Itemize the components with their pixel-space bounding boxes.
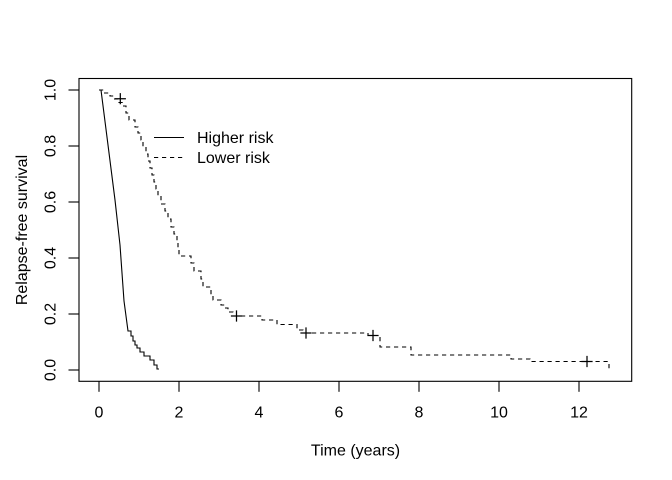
svg-text:0.8: 0.8	[43, 135, 60, 157]
svg-text:8: 8	[415, 404, 424, 421]
svg-text:4: 4	[255, 404, 264, 421]
svg-text:Time (years): Time (years)	[311, 442, 400, 459]
svg-text:12: 12	[570, 404, 588, 421]
svg-text:6: 6	[335, 404, 344, 421]
svg-text:2: 2	[175, 404, 184, 421]
svg-text:0.6: 0.6	[43, 191, 60, 213]
svg-text:Lower risk: Lower risk	[197, 150, 271, 167]
svg-text:0.2: 0.2	[43, 303, 60, 325]
svg-text:0: 0	[95, 404, 104, 421]
svg-text:Relapse-free survival: Relapse-free survival	[14, 155, 31, 305]
svg-text:0.0: 0.0	[43, 359, 60, 381]
svg-text:0.4: 0.4	[43, 247, 60, 269]
svg-text:Higher risk: Higher risk	[197, 130, 274, 147]
svg-text:10: 10	[490, 404, 508, 421]
svg-text:1.0: 1.0	[43, 79, 60, 101]
